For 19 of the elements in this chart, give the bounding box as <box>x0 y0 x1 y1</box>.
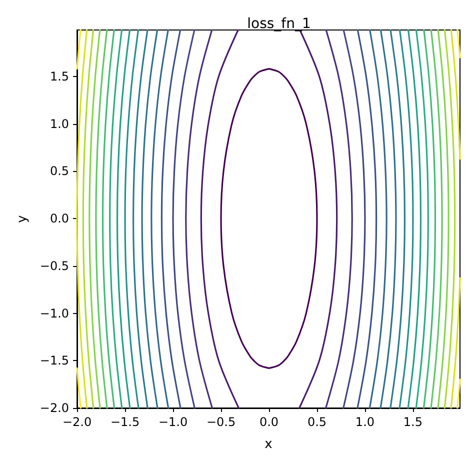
x-tick-label: −1.5 <box>110 415 140 429</box>
x-tick-label: −2.0 <box>62 415 92 429</box>
x-tick-label: 1.0 <box>355 415 375 429</box>
y-tick-label: −1.0 <box>40 306 70 320</box>
chart-title: loss_fn_1 <box>247 16 311 32</box>
x-tick-label: −1.0 <box>158 415 188 429</box>
y-tick-label: −1.5 <box>40 354 70 368</box>
x-tick-label: 0.0 <box>259 415 279 429</box>
x-tick-label: 0.5 <box>307 415 327 429</box>
x-axis-title: x <box>264 437 273 452</box>
x-tick-label: 1.5 <box>403 415 423 429</box>
y-tick-label: −2.0 <box>40 401 70 415</box>
y-tick-label: −0.5 <box>40 258 70 273</box>
y-axis-title: y <box>15 214 30 223</box>
y-tick-label: 1.5 <box>50 69 70 84</box>
y-tick-label: 0.5 <box>50 164 70 178</box>
x-tick-label: −0.5 <box>206 415 236 429</box>
y-tick-label: 0.0 <box>50 212 70 226</box>
y-tick-label: 1.0 <box>50 116 70 131</box>
